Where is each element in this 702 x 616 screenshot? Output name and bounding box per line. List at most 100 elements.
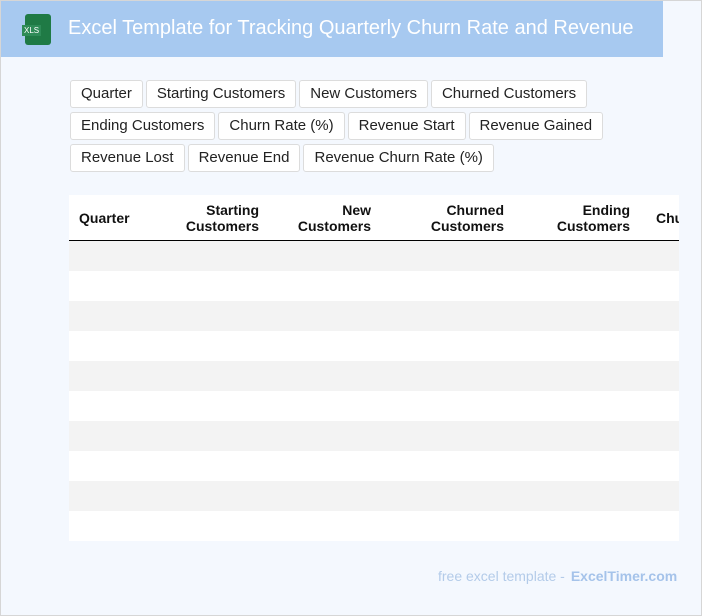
table-cell — [269, 301, 381, 331]
table-row — [69, 271, 679, 301]
table-cell — [169, 271, 269, 301]
table-cell — [640, 511, 679, 541]
tag-list: Quarter Starting Customers New Customers Ch… — [70, 80, 701, 172]
table-cell — [269, 481, 381, 511]
table-row — [69, 451, 679, 481]
table-cell — [640, 301, 679, 331]
table-cell — [514, 481, 640, 511]
column-header: New Customers — [269, 195, 381, 241]
table-cell — [69, 511, 169, 541]
table-cell — [69, 301, 169, 331]
table-cell — [514, 361, 640, 391]
table-row — [69, 511, 679, 541]
table-cell — [640, 481, 679, 511]
tag[interactable]: Revenue End — [187, 144, 301, 172]
table-body — [69, 240, 679, 542]
table-cell — [69, 451, 169, 481]
table-cell — [69, 271, 169, 301]
table-cell — [640, 331, 679, 361]
table-cell — [269, 361, 381, 391]
table-row — [69, 481, 679, 511]
table-cell — [169, 301, 269, 331]
table-cell — [169, 240, 269, 271]
table-cell — [169, 511, 269, 541]
table-cell — [381, 301, 514, 331]
tag[interactable]: Revenue Churn Rate (%) — [303, 144, 494, 172]
footer: free excel template - ExcelTimer.com — [438, 568, 677, 584]
table-cell — [514, 271, 640, 301]
table-cell — [269, 391, 381, 421]
table-cell — [69, 240, 169, 271]
table-cell — [269, 511, 381, 541]
table-cell — [69, 361, 169, 391]
table-cell — [381, 391, 514, 421]
table-cell — [381, 511, 514, 541]
table-cell — [381, 361, 514, 391]
header: XLS Excel Template for Tracking Quarterl… — [1, 1, 663, 57]
table-cell — [514, 451, 640, 481]
tag[interactable]: Revenue Start — [347, 112, 466, 140]
table-cell — [381, 481, 514, 511]
table-cell — [169, 391, 269, 421]
table-cell — [640, 271, 679, 301]
tag[interactable]: Revenue Gained — [468, 112, 604, 140]
column-header: Churn Rate (%) — [640, 195, 679, 241]
table-cell — [169, 331, 269, 361]
tag[interactable]: Starting Customers — [145, 80, 297, 108]
table-row — [69, 301, 679, 331]
table-container: Quarter Starting Customers New Customers Ch… — [69, 195, 679, 541]
table: Quarter Starting Customers New Customers Ch… — [69, 195, 679, 541]
tag[interactable]: Revenue Lost — [70, 144, 185, 172]
table-cell — [381, 451, 514, 481]
tag[interactable]: New Customers — [299, 80, 428, 108]
table-cell — [640, 451, 679, 481]
table-row — [69, 331, 679, 361]
column-header: Quarter — [69, 195, 169, 241]
table-cell — [640, 361, 679, 391]
table-cell — [269, 451, 381, 481]
column-header: Starting Customers — [169, 195, 269, 241]
tag[interactable]: Churned Customers — [430, 80, 588, 108]
table-cell — [381, 240, 514, 271]
table-cell — [381, 331, 514, 361]
footer-link[interactable]: ExcelTimer.com — [570, 568, 678, 584]
footer-text: free excel template - — [438, 568, 565, 584]
table-cell — [514, 511, 640, 541]
header-row: Quarter Starting Customers New Customers Ch… — [69, 195, 679, 241]
table-cell — [640, 240, 679, 271]
table-cell — [69, 421, 169, 451]
table-cell — [640, 421, 679, 451]
table-cell — [169, 451, 269, 481]
table-cell — [514, 421, 640, 451]
table-row — [69, 391, 679, 421]
table-row — [69, 361, 679, 391]
column-header: Churned Customers — [381, 195, 514, 241]
column-header: Ending Customers — [514, 195, 640, 241]
table-cell — [640, 391, 679, 421]
table-cell — [269, 240, 381, 271]
tag[interactable]: Ending Customers — [70, 112, 216, 140]
xls-icon: XLS — [22, 14, 51, 45]
table-cell — [169, 481, 269, 511]
title: Excel Template for Tracking Quarterly Ch… — [68, 17, 634, 39]
table-cell — [514, 301, 640, 331]
tag[interactable]: Quarter — [70, 80, 143, 108]
table-cell — [381, 421, 514, 451]
table-cell — [381, 271, 514, 301]
icon-label: XLS — [22, 25, 42, 36]
table-cell — [69, 331, 169, 361]
table-cell — [514, 331, 640, 361]
table-cell — [514, 391, 640, 421]
table-cell — [169, 361, 269, 391]
table-cell — [269, 271, 381, 301]
table-row — [69, 421, 679, 451]
table-cell — [69, 481, 169, 511]
table-cell — [269, 331, 381, 361]
table-cell — [514, 240, 640, 271]
table-row — [69, 240, 679, 271]
tag[interactable]: Churn Rate (%) — [218, 112, 345, 140]
table-cell — [69, 391, 169, 421]
table-cell — [169, 421, 269, 451]
table-cell — [269, 421, 381, 451]
